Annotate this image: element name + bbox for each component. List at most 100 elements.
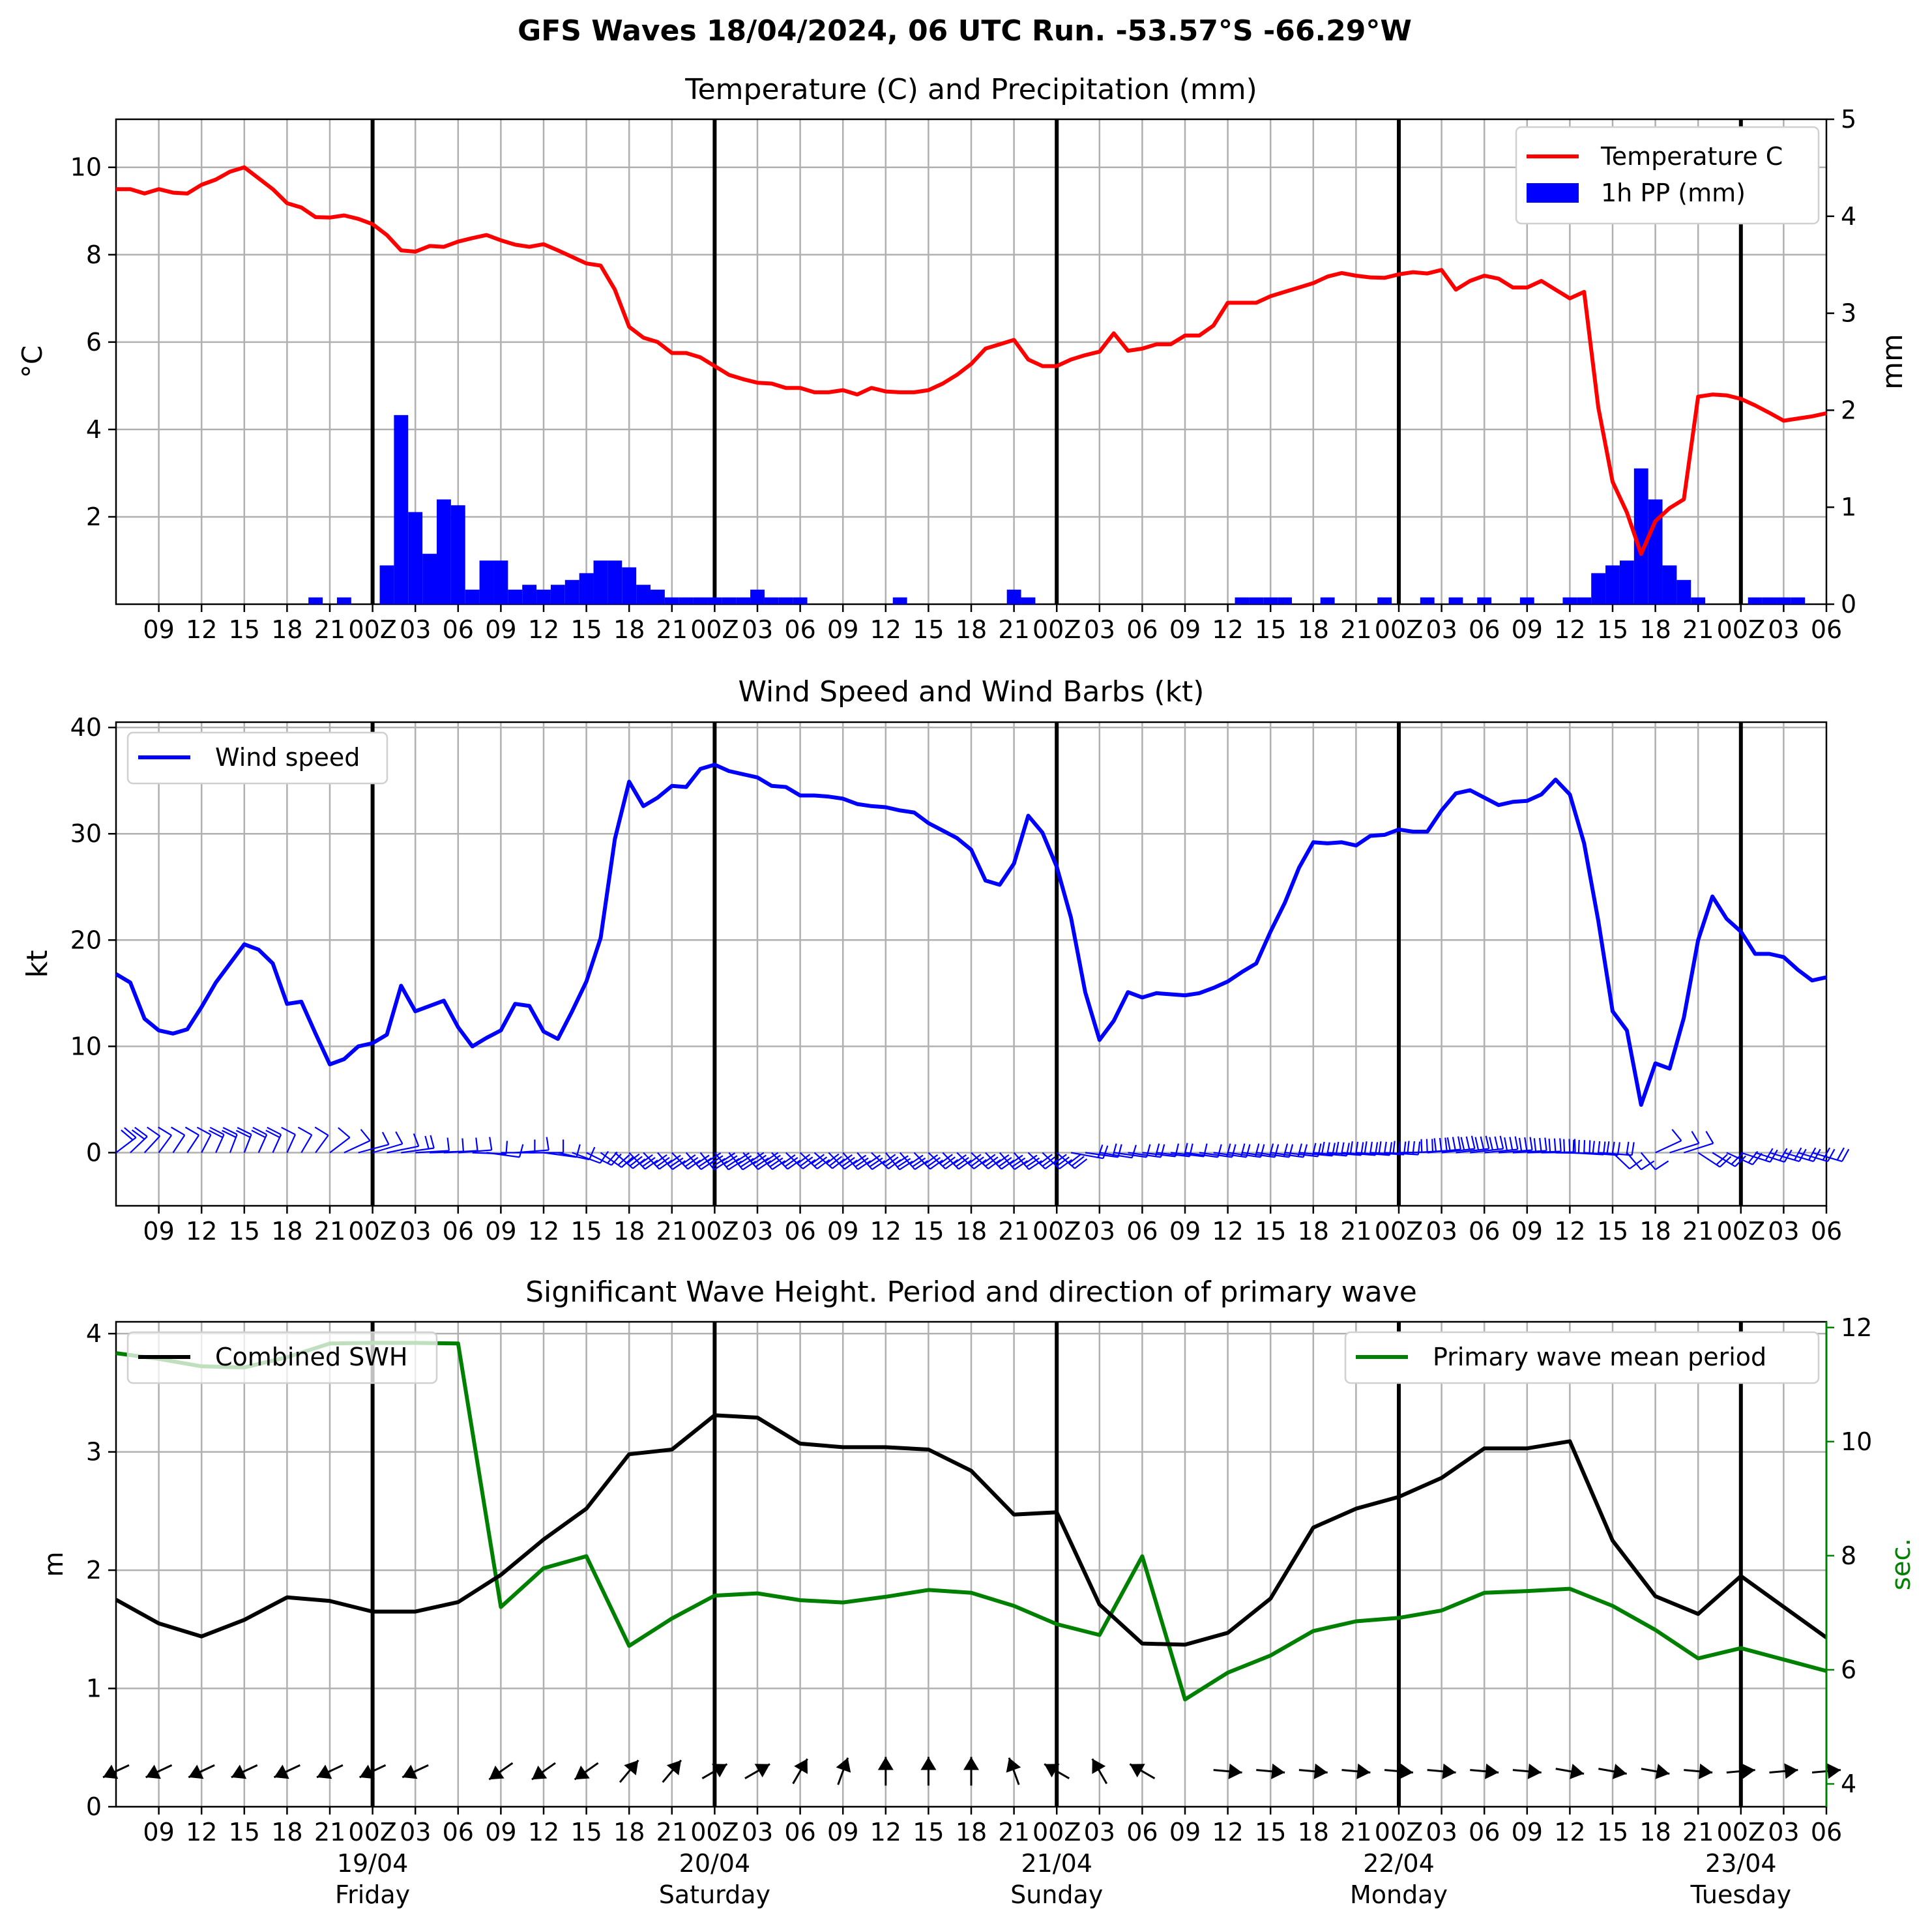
wind-barb	[372, 1131, 403, 1154]
y-tick-label: 4	[86, 415, 102, 444]
wind-barb	[1584, 1141, 1620, 1156]
wave-direction-arrow-head	[794, 1758, 808, 1774]
x-tick-label: 12	[1554, 1217, 1585, 1246]
x-tick-label: 12	[870, 1217, 901, 1246]
precip-bar	[622, 567, 637, 604]
precip-bar	[750, 589, 765, 604]
x-tick-label: 15	[1255, 1818, 1286, 1846]
wave-direction-arrow-head	[145, 1764, 161, 1779]
y-tick-label: 6	[86, 328, 102, 357]
x-tick-label: 12	[1554, 615, 1585, 644]
precip-bar	[465, 589, 480, 604]
x-tick-label: 15	[570, 1217, 602, 1246]
wave-direction-arrow-head	[624, 1760, 639, 1775]
x-tick-label: 21	[1682, 1818, 1714, 1846]
x-tick-label: 06	[1811, 1217, 1842, 1246]
precip-bar	[1662, 565, 1677, 604]
x-tick-label: 09	[1512, 615, 1543, 644]
y-tick-label: 0	[86, 1138, 102, 1167]
wave-direction-arrow-head	[1741, 1763, 1755, 1779]
y-right-tick-label: 5	[1841, 105, 1856, 134]
y-tick-label: 10	[70, 1032, 102, 1060]
wind-barb	[387, 1133, 420, 1154]
x-tick-label: 09	[1169, 615, 1201, 644]
day-date-label: 22/04	[1363, 1849, 1435, 1878]
x-tick-label: 00Z	[1032, 1818, 1081, 1846]
wind-speed-line	[115, 763, 1827, 1107]
wave-direction-arrow-head	[836, 1757, 851, 1773]
x-tick-label: 00Z	[348, 1217, 396, 1246]
x-tick-label: 09	[485, 1217, 516, 1246]
legend-temperature-label: Temperature C	[1600, 142, 1783, 171]
wind-barb	[971, 1152, 1001, 1170]
wave-direction-arrow-head	[317, 1764, 332, 1779]
wave-direction-arrow-head	[231, 1764, 247, 1779]
x-tick-label: 00Z	[348, 1818, 396, 1846]
x-tick-label: 09	[143, 1217, 174, 1246]
figure-suptitle: GFS Waves 18/04/2024, 06 UTC Run. -53.57…	[518, 14, 1412, 48]
wind-barb	[1811, 1147, 1850, 1162]
wave-direction-arrow-head	[712, 1764, 727, 1777]
wind-barb	[314, 1126, 329, 1154]
wave-direction-arrow-head	[1271, 1763, 1285, 1779]
x-tick-label: 06	[443, 615, 474, 644]
x-tick-label: 00Z	[1717, 615, 1765, 644]
wind-barb	[1470, 1135, 1504, 1154]
x-tick-label: 21	[656, 1217, 688, 1246]
x-tick-label: 00Z	[1375, 1818, 1423, 1846]
precip-bar	[1235, 597, 1250, 604]
wave-direction-arrow-head	[1570, 1764, 1585, 1779]
x-tick-label: 00Z	[690, 1818, 739, 1846]
legend-precip-label: 1h PP (mm)	[1601, 179, 1746, 207]
wind-barb	[1456, 1135, 1490, 1154]
wave-direction-arrow-head	[1044, 1764, 1060, 1777]
x-tick-label: 06	[443, 1217, 474, 1246]
precip-bar	[536, 589, 551, 604]
wave-direction-arrow-head	[532, 1765, 548, 1780]
precip-bar	[522, 585, 537, 604]
precip-bar	[479, 561, 494, 604]
day-weekday-label: Friday	[335, 1880, 410, 1909]
wind-barb	[643, 1152, 673, 1170]
panel-title: Temperature (C) and Precipitation (mm)	[684, 73, 1257, 106]
x-tick-label: 00Z	[690, 1217, 739, 1246]
x-tick-label: 18	[613, 615, 645, 644]
x-tick-label: 15	[913, 1818, 944, 1846]
wind-barb	[1056, 1152, 1088, 1169]
x-tick-label: 18	[271, 1217, 302, 1246]
wind-barb	[628, 1152, 658, 1170]
day-date-label: 19/04	[337, 1849, 409, 1878]
wave-direction-arrow-head	[1826, 1763, 1841, 1779]
precip-bar	[778, 597, 793, 604]
precip-bar	[722, 597, 737, 604]
legend-period-label: Primary wave mean period	[1433, 1343, 1766, 1371]
wave-direction-arrow-head	[1527, 1763, 1542, 1779]
x-tick-label: 03	[1768, 1217, 1799, 1246]
x-tick-label: 00Z	[1717, 1818, 1765, 1846]
y-right-tick-label: 12	[1841, 1313, 1872, 1342]
wind-barb	[515, 1137, 549, 1154]
x-tick-label: 03	[742, 615, 773, 644]
wind-barb	[1797, 1147, 1836, 1162]
precip-bar	[437, 499, 451, 604]
x-tick-label: 06	[1469, 615, 1500, 644]
precip-bar	[693, 597, 708, 604]
x-tick-label: 09	[1169, 1818, 1201, 1846]
legend-box	[1515, 126, 1820, 225]
precip-bar	[736, 597, 751, 604]
precip-bar	[664, 597, 679, 604]
wind-barb	[1170, 1143, 1208, 1158]
wind-barb	[265, 1126, 282, 1153]
precip-bar	[1676, 579, 1691, 604]
y-right-tick-label: 4	[1841, 1770, 1856, 1798]
precip-bar	[1762, 597, 1777, 604]
wind-barb	[1640, 1152, 1669, 1171]
wind-barb	[999, 1152, 1028, 1171]
wave-direction-arrow-head	[1356, 1763, 1371, 1779]
x-tick-label: 06	[1811, 615, 1842, 644]
x-tick-label: 15	[1597, 615, 1628, 644]
y-right-tick-label: 10	[1841, 1427, 1872, 1456]
precip-bar	[707, 597, 722, 604]
